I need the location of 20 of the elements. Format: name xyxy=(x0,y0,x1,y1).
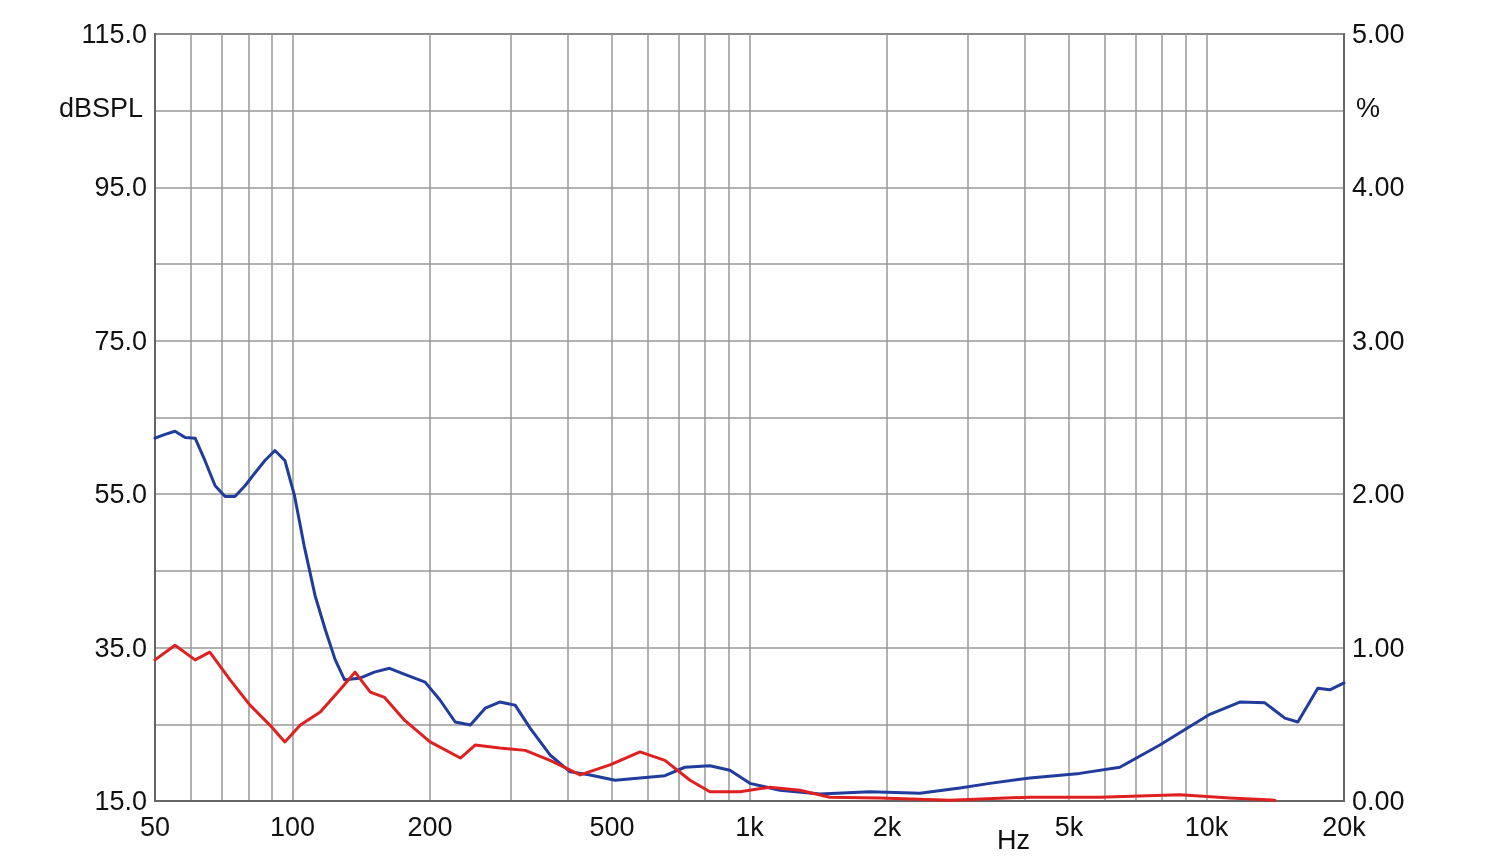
x-tick-label: 5k xyxy=(1054,811,1084,842)
y-tick-label: 35.0 xyxy=(94,632,147,663)
y-tick-label: 115.0 xyxy=(81,19,147,49)
y-axis-title: dBSPL xyxy=(58,93,143,124)
y2-axis-title: % xyxy=(1356,93,1381,124)
x-tick-label: 1k xyxy=(735,811,765,842)
x-tick-label: 2k xyxy=(872,811,902,842)
x-tick-label: 200 xyxy=(407,811,453,842)
x-axis-title: Hz xyxy=(997,824,1031,855)
y2-tick-label: 2.00 xyxy=(1352,479,1405,510)
x-tick-label: 10k xyxy=(1184,811,1229,842)
y2-tick-label: 5.00 xyxy=(1352,19,1405,49)
y-tick-label: 95.0 xyxy=(94,172,147,203)
x-tick-label: 100 xyxy=(270,811,316,842)
y-tick-label: 75.0 xyxy=(94,325,147,356)
y2-tick-label: 1.00 xyxy=(1352,632,1405,663)
y2-tick-label: 3.00 xyxy=(1352,325,1405,356)
y-tick-label: 55.0 xyxy=(94,479,147,510)
y2-tick-label: 4.00 xyxy=(1352,172,1405,203)
x-tick-label: 500 xyxy=(589,811,635,842)
